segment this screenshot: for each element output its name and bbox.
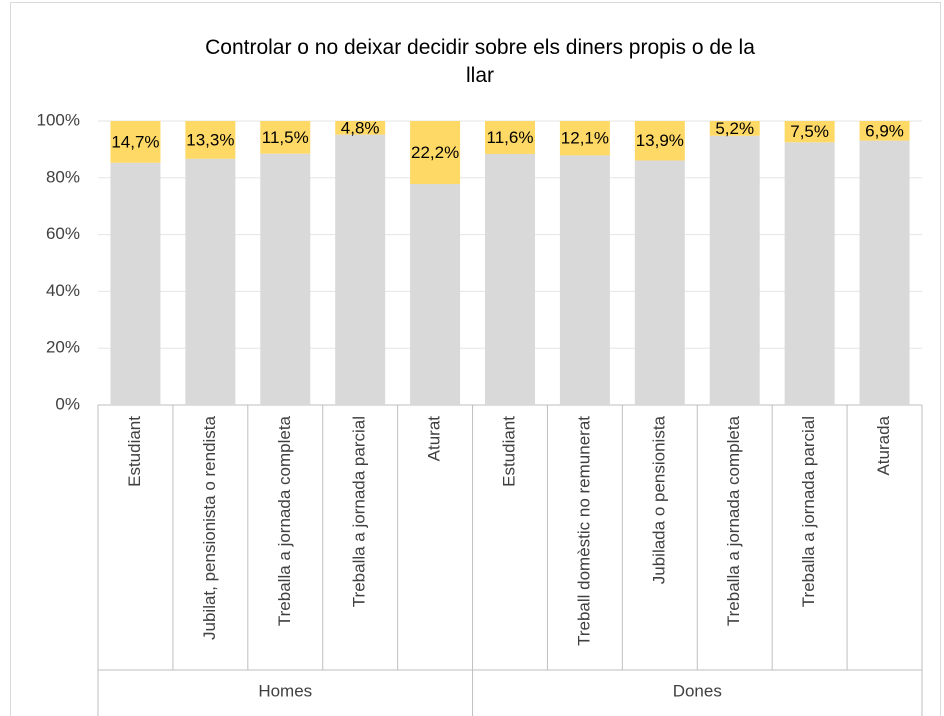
bar-segment [410, 121, 461, 185]
x-tick-label: Aturada [874, 415, 893, 475]
x-tick-label: Treballa a jornada parcial [799, 416, 818, 607]
y-tick-label: 60% [46, 224, 80, 243]
x-tick-label: Treballa a jornada completa [275, 415, 294, 626]
x-tick-label: Treballa a jornada parcial [350, 416, 369, 607]
bar-segment [784, 142, 835, 406]
bar-segment [634, 160, 685, 405]
group-label: Dones [673, 681, 722, 700]
bar-segment [110, 162, 161, 405]
y-tick-label: 0% [55, 394, 80, 413]
x-tick-label: Treball domèstic no remunerat [574, 416, 593, 646]
y-tick-label: 80% [46, 167, 80, 186]
data-label: 6,9% [865, 121, 904, 140]
y-tick-label: 20% [46, 338, 80, 357]
bar-segment [185, 121, 236, 159]
x-tick-label: Jubilat, pensionista o rendista [200, 415, 219, 640]
data-label: 22,2% [411, 143, 459, 162]
y-tick-label: 100% [37, 110, 80, 129]
x-tick-label: Aturat [425, 416, 444, 462]
x-tick-label: Jubilada o pensionista [649, 415, 668, 584]
data-label: 4,8% [341, 118, 380, 137]
bar-segment [859, 121, 910, 141]
data-label: 5,2% [715, 119, 754, 138]
x-tick-label: Treballa a jornada completa [724, 415, 743, 626]
group-label: Homes [258, 681, 312, 700]
bar-segment [559, 121, 610, 156]
bar-segment [559, 155, 610, 405]
bar-segment [410, 184, 461, 405]
data-label: 12,1% [561, 129, 609, 148]
title-line: llar [466, 64, 494, 87]
bar-segment [859, 140, 910, 405]
chart-title: Controlar o no deixar decidir sobre els … [205, 36, 755, 87]
y-tick-label: 40% [46, 281, 80, 300]
data-label: 13,3% [186, 130, 234, 149]
bar-segment [335, 121, 386, 135]
bar-segment [485, 153, 535, 405]
data-label: 7,5% [790, 122, 829, 141]
bar-segment [260, 153, 311, 405]
bar-segment [185, 158, 236, 405]
x-tick-label: Estudiant [125, 416, 144, 487]
bar-segment [110, 121, 161, 163]
data-label: 14,7% [111, 132, 159, 151]
title-line: Controlar o no deixar decidir sobre els … [205, 36, 755, 59]
bar-segment [709, 135, 760, 405]
data-label: 13,9% [636, 131, 684, 150]
bar-segment [485, 121, 535, 154]
bar-segment [709, 121, 760, 136]
bar-segment [335, 134, 386, 405]
x-tick-label: Estudiant [499, 416, 518, 487]
bar-segment [260, 121, 311, 154]
data-label: 11,6% [487, 128, 534, 147]
chart-border [10, 2, 941, 716]
bar-segment [784, 121, 835, 143]
bar-segment [634, 121, 685, 161]
data-label: 11,5% [262, 128, 309, 147]
